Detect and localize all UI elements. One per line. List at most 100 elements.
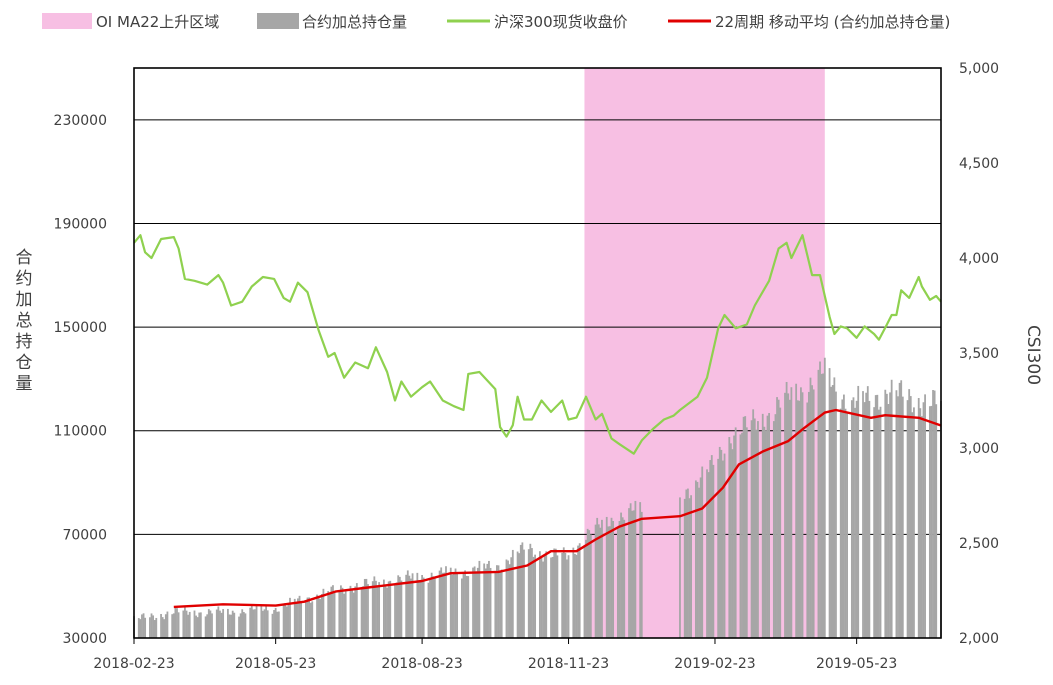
oi-bar <box>371 581 374 638</box>
oi-bar <box>451 574 454 638</box>
legend-swatch-band <box>42 13 92 29</box>
oi-bar <box>577 545 579 638</box>
oi-bar <box>690 495 692 638</box>
oi-bar <box>220 612 223 638</box>
oi-bar <box>757 421 759 638</box>
oi-bar <box>441 572 444 638</box>
oi-bar <box>828 368 831 638</box>
oi-bar <box>287 603 290 638</box>
oi-bar <box>196 617 199 638</box>
oi-bar <box>406 570 409 638</box>
oi-bar <box>328 592 331 638</box>
oi-bar <box>142 613 145 638</box>
oi-bar <box>542 561 544 638</box>
oi-bar <box>811 385 813 638</box>
oi-bar <box>521 542 524 638</box>
oi-bar <box>852 397 855 638</box>
oi-bar <box>222 609 225 638</box>
oi-bar <box>394 585 396 638</box>
y-left-tick-label: 150000 <box>54 320 107 336</box>
y-right-tick-label: 2,500 <box>959 536 999 552</box>
oi-bar <box>878 409 880 638</box>
oi-bar <box>177 612 180 638</box>
oi-bar <box>340 585 342 638</box>
oi-bar <box>462 573 465 638</box>
oi-bar <box>330 586 333 638</box>
oi-bar <box>478 560 481 638</box>
oi-bar <box>429 578 431 638</box>
oi-bar <box>772 421 775 638</box>
oi-bar <box>308 597 310 638</box>
oi-bar <box>631 510 634 638</box>
oi-bar <box>572 547 575 638</box>
oi-bar <box>282 604 285 638</box>
oi-bar <box>298 595 301 638</box>
oi-bar <box>879 406 882 638</box>
oi-bar <box>496 565 498 638</box>
oi-bar <box>378 582 381 638</box>
oi-bar <box>640 511 643 638</box>
oi-bar <box>765 430 767 638</box>
oi-bar <box>790 387 793 638</box>
oi-bar <box>873 407 876 638</box>
series-lines <box>133 234 942 609</box>
legend-label-ma22: 22周期 移动平均 (合约加总持仓量) <box>715 13 950 31</box>
oi-bar <box>543 554 546 638</box>
oi-bar <box>728 437 731 638</box>
y-right-tick-label: 3,000 <box>959 441 999 457</box>
oi-bar <box>731 449 734 638</box>
oi-bar <box>389 580 392 638</box>
oi-bar <box>596 517 599 638</box>
oi-bar <box>456 573 459 638</box>
oi-bar <box>494 570 497 638</box>
oi-bar <box>164 614 167 638</box>
oi-bar <box>155 617 158 638</box>
oi-bar <box>499 571 501 638</box>
x-tick-label: 2018-05-23 <box>235 656 316 672</box>
oi-bar <box>932 390 934 638</box>
x-axis-ticks: 2018-02-23 2018-05-23 2018-08-23 2018-11-23… <box>93 638 897 672</box>
oi-bar <box>817 369 820 638</box>
oi-bar <box>306 597 309 638</box>
oi-bar <box>911 412 914 638</box>
oi-bars <box>133 357 942 638</box>
oi-bar <box>432 576 435 638</box>
oi-bar <box>198 612 201 638</box>
oi-bar <box>609 526 611 638</box>
oi-bar <box>472 567 474 638</box>
oi-bar <box>489 567 492 638</box>
oi-bar <box>255 604 258 638</box>
oi-bar <box>679 497 681 638</box>
oi-bar <box>166 611 169 638</box>
oi-bar <box>706 469 708 638</box>
oi-bar <box>249 607 252 638</box>
y-right-tick-label: 5,000 <box>959 61 999 77</box>
oi-bar <box>284 603 287 638</box>
oi-bar <box>152 615 154 638</box>
oi-bar <box>242 612 245 638</box>
oi-bar <box>507 560 509 638</box>
oi-bar <box>464 570 466 638</box>
oi-bar <box>355 583 358 638</box>
oi-bar <box>486 563 489 638</box>
oi-bar <box>351 589 353 638</box>
oi-bar <box>784 392 786 638</box>
oi-bar <box>160 613 162 638</box>
oi-bar <box>427 582 430 638</box>
oi-bar <box>610 517 613 638</box>
oi-bar <box>163 619 166 638</box>
oi-bar <box>589 534 592 638</box>
oi-bar <box>898 382 901 638</box>
oi-bar <box>551 556 554 638</box>
oi-bar <box>612 521 615 638</box>
oi-bar <box>410 578 412 638</box>
oi-bar <box>554 548 557 638</box>
oi-bar <box>734 427 737 638</box>
oi-bar <box>865 392 868 638</box>
oi-bar <box>204 616 207 638</box>
oi-bar <box>438 570 441 638</box>
oi-bar <box>538 551 541 638</box>
oi-bar <box>729 443 732 638</box>
oi-bar <box>305 602 307 638</box>
